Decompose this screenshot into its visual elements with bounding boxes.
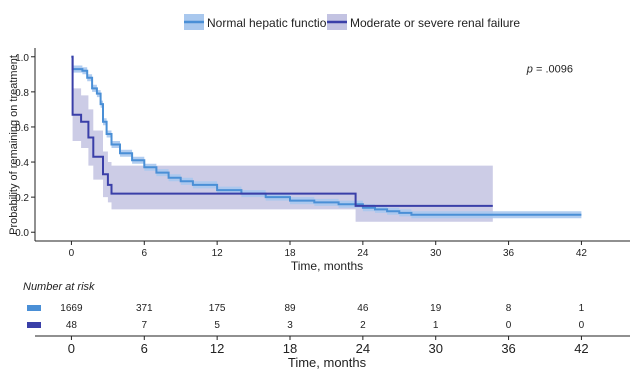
- axes: [34, 48, 630, 242]
- risk-table-cell: 19: [430, 303, 442, 314]
- number-at-risk-table: Number at risk 1669 371 175 89 46 19 8 148 7 5 3 2 1…: [23, 281, 630, 369]
- risk-row-swatch-renal: [27, 322, 41, 328]
- risk-x-tick-label: 12: [210, 341, 224, 356]
- y-tick-label: 0.2: [15, 193, 29, 204]
- risk-table-cell: 8: [506, 303, 512, 314]
- risk-table-cell: 89: [284, 303, 296, 314]
- risk-table-cell: 48: [66, 320, 78, 331]
- y-axis-label: Probability of remaining on treatment: [8, 55, 20, 235]
- y-tick-label: 0.8: [15, 88, 29, 99]
- x-tick-label: 6: [142, 248, 148, 259]
- x-tick-label: 36: [503, 248, 515, 259]
- risk-x-tick-label: 18: [283, 341, 297, 356]
- p-value-text: = .0096: [533, 64, 573, 76]
- x-axis-ticks: 0 6 12 18 24 30 36 42: [69, 241, 588, 259]
- risk-table-cell: 46: [357, 303, 369, 314]
- risk-x-tick-label: 0: [68, 341, 75, 356]
- x-tick-label: 24: [357, 248, 369, 259]
- risk-table-title: Number at risk: [23, 281, 95, 293]
- risk-table-cell: 3: [287, 320, 293, 331]
- risk-table-cell: 175: [209, 303, 226, 314]
- legend-label-renal: Moderate or severe renal failure: [350, 16, 520, 30]
- risk-table-cell: 5: [214, 320, 220, 331]
- risk-table-cell: 0: [579, 320, 585, 331]
- risk-x-tick-label: 30: [428, 341, 442, 356]
- risk-x-tick-label: 42: [574, 341, 588, 356]
- risk-table-cell: 371: [136, 303, 153, 314]
- y-tick-label: 0.6: [15, 123, 29, 134]
- legend: Normal hepatic function Moderate or seve…: [184, 14, 520, 30]
- confidence-bands: [71, 56, 582, 222]
- survival-curve-renal: [71, 55, 493, 207]
- p-value-annotation: p = .0096: [526, 64, 573, 76]
- x-tick-label: 0: [69, 248, 75, 259]
- survival-curves: [71, 55, 582, 216]
- risk-table-cell: 7: [142, 320, 148, 331]
- risk-table-cell: 1: [579, 303, 585, 314]
- p-value-symbol: p: [526, 64, 533, 76]
- y-tick-label: 0.4: [15, 158, 29, 169]
- x-tick-label: 18: [284, 248, 296, 259]
- y-axis-ticks: 0.0 0.2 0.4 0.6 0.8 1.0: [15, 53, 35, 239]
- x-tick-label: 12: [212, 248, 224, 259]
- survival-curve-normal: [71, 55, 582, 216]
- risk-table-cell: 1669: [60, 303, 83, 314]
- risk-table-x-ticks: 0 6 12 18 24 30 36 42: [68, 336, 589, 356]
- legend-label-normal: Normal hepatic function: [207, 16, 333, 30]
- risk-x-tick-label: 6: [141, 341, 148, 356]
- y-tick-label: 0.0: [15, 228, 29, 239]
- y-tick-label: 1.0: [15, 53, 29, 64]
- risk-x-tick-label: 36: [501, 341, 515, 356]
- x-axis-label: Time, months: [291, 259, 363, 273]
- risk-table-cell: 0: [506, 320, 512, 331]
- risk-row-swatch-normal: [27, 305, 41, 311]
- risk-table-rows: 1669 371 175 89 46 19 8 1 48 7 5 3 2 1 0 0: [27, 303, 585, 331]
- risk-table-cell: 1: [433, 320, 439, 331]
- x-tick-label: 30: [430, 248, 442, 259]
- risk-table-x-axis-label: Time, months: [288, 355, 367, 369]
- risk-x-tick-label: 24: [356, 341, 370, 356]
- x-tick-label: 42: [576, 248, 588, 259]
- risk-table-cell: 2: [360, 320, 366, 331]
